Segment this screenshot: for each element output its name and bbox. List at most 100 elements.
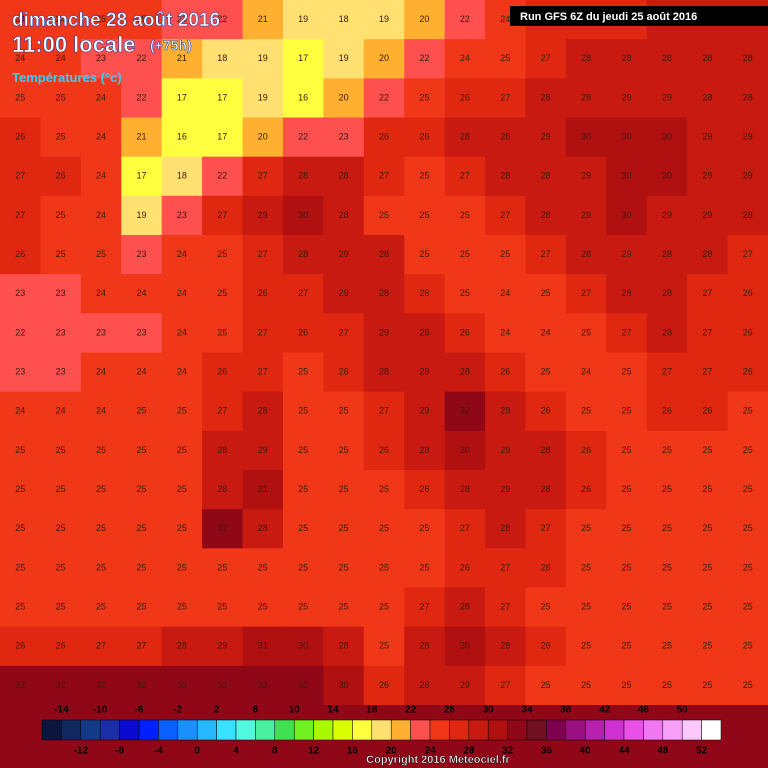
cell — [202, 235, 244, 275]
legend-label: 14 — [327, 705, 339, 716]
cell — [202, 352, 244, 393]
cell — [242, 195, 284, 236]
cell-value: 25 — [15, 562, 25, 572]
cell — [0, 78, 41, 118]
cell — [0, 0, 41, 40]
cell — [646, 195, 688, 236]
cell-value: 24 — [541, 327, 551, 337]
cell-value: 25 — [622, 366, 632, 376]
cell — [282, 39, 324, 79]
cell-value: 24 — [460, 53, 470, 63]
cell — [0, 39, 41, 79]
legend-swatch — [390, 719, 411, 741]
cell-value: 21 — [136, 131, 146, 141]
cell-value: 25 — [96, 484, 106, 494]
cell — [444, 195, 486, 236]
cell — [40, 665, 82, 706]
legend-swatch — [119, 719, 140, 741]
cell-value: 28 — [662, 288, 672, 298]
legend-label: 50 — [677, 705, 689, 716]
cell — [606, 156, 648, 197]
cell-value: 24 — [15, 406, 25, 416]
cell — [606, 430, 648, 471]
cell — [121, 235, 163, 275]
cell-value: 27 — [500, 562, 510, 572]
legend-label: 22 — [405, 705, 417, 716]
cell — [646, 78, 688, 118]
cell-value: 25 — [56, 131, 66, 141]
legend-label: 20 — [386, 746, 398, 757]
cell — [121, 195, 163, 236]
cell — [161, 156, 203, 197]
cell — [606, 470, 648, 510]
cell — [687, 430, 729, 471]
legend-swatch — [332, 719, 353, 741]
cell — [727, 391, 768, 432]
cell — [323, 195, 365, 236]
cell-value: 25 — [743, 484, 753, 494]
cell-value: 17 — [177, 92, 187, 102]
cell-value: 25 — [177, 484, 187, 494]
cell — [242, 39, 284, 79]
cell — [242, 665, 284, 706]
cell-value: 25 — [298, 406, 308, 416]
cell-value: 28 — [258, 406, 268, 416]
cell — [323, 274, 365, 314]
cell-value: 25 — [379, 484, 389, 494]
cell — [202, 195, 244, 236]
cell — [727, 665, 768, 706]
cell — [202, 39, 244, 79]
cell-value: 29 — [460, 680, 470, 690]
cell — [323, 156, 365, 197]
cell-value: 25 — [662, 562, 672, 572]
cell-value: 28 — [460, 601, 470, 611]
cell — [40, 626, 82, 667]
cell — [40, 548, 82, 588]
cell-value: 22 — [298, 131, 308, 141]
cell-value: 27 — [15, 171, 25, 181]
cell — [606, 274, 648, 314]
cell-value: 28 — [743, 92, 753, 102]
cell-value: 25 — [419, 249, 429, 259]
cell-value: 26 — [56, 641, 66, 651]
cell — [444, 235, 486, 275]
cell-value: 23 — [56, 327, 66, 337]
cell-value: 25 — [662, 641, 672, 651]
cell — [687, 626, 729, 667]
cell-value: 32 — [298, 680, 308, 690]
cell-value: 28 — [743, 210, 753, 220]
legend-swatch — [449, 719, 470, 741]
cell — [687, 117, 729, 158]
legend-swatch — [623, 719, 644, 741]
cell-value: 25 — [15, 523, 25, 533]
cell-value: 25 — [702, 523, 712, 533]
cell — [242, 156, 284, 197]
cell — [242, 0, 284, 40]
cell — [242, 430, 284, 471]
cell-value: 25 — [379, 601, 389, 611]
cell — [727, 39, 768, 79]
cell-value: 26 — [743, 366, 753, 376]
legend-label: 40 — [580, 746, 592, 757]
cell-value: 25 — [581, 562, 591, 572]
cell-value: 28 — [581, 92, 591, 102]
cell — [242, 78, 284, 118]
cell-value: 28 — [217, 484, 227, 494]
cell-value: 28 — [379, 366, 389, 376]
cell — [121, 665, 163, 706]
cell-value: 27 — [702, 366, 712, 376]
cell-value: 26 — [379, 680, 389, 690]
cell — [161, 235, 203, 275]
cell-value: 25 — [702, 680, 712, 690]
cell — [0, 548, 41, 588]
cell-value: 28 — [500, 131, 510, 141]
cell-value: 25 — [339, 523, 349, 533]
cell-value: 24 — [56, 14, 66, 24]
cell — [282, 274, 324, 314]
cell — [646, 430, 688, 471]
cell-value: 28 — [500, 641, 510, 651]
cell-value: 27 — [258, 249, 268, 259]
cell-value: 31 — [258, 641, 268, 651]
cell — [121, 548, 163, 588]
cell-value: 22 — [460, 14, 470, 24]
